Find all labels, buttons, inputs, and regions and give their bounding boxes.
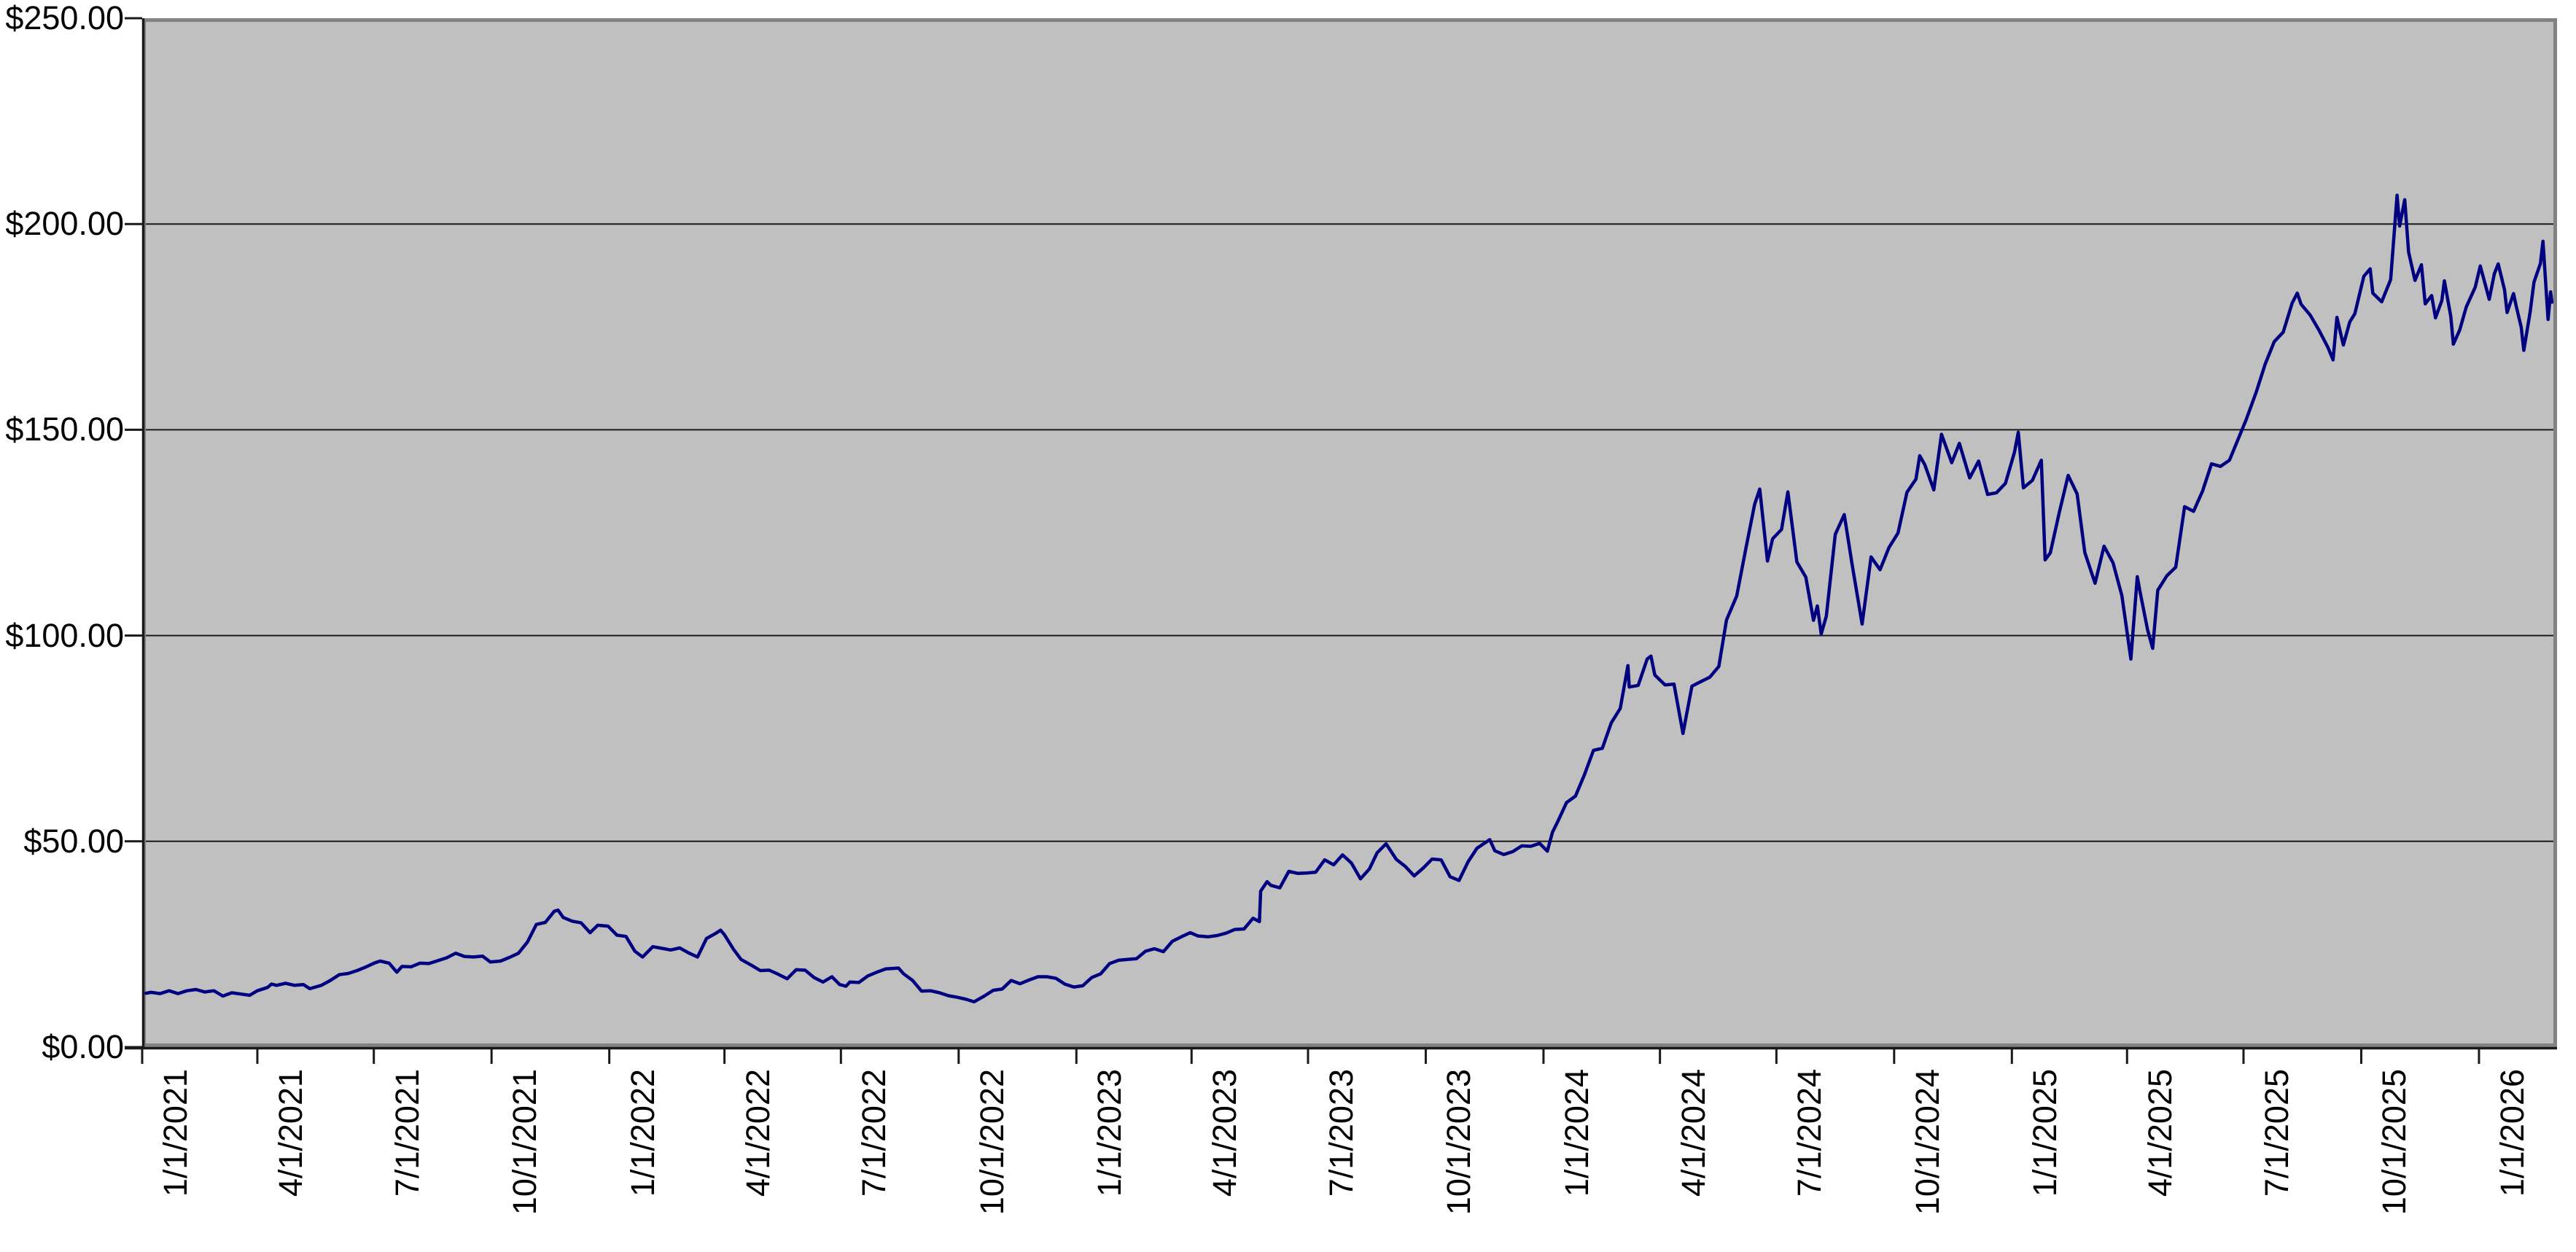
y-axis-label: $250.00	[5, 0, 124, 36]
y-axis-label: $200.00	[5, 205, 124, 243]
y-axis-label: $150.00	[5, 411, 124, 448]
y-axis-label: $100.00	[5, 616, 124, 654]
y-axis-label: $0.00	[42, 1028, 124, 1065]
price-line-series	[144, 193, 2554, 1004]
plot-background	[142, 18, 2557, 1047]
y-axis-label: $50.00	[23, 822, 124, 860]
